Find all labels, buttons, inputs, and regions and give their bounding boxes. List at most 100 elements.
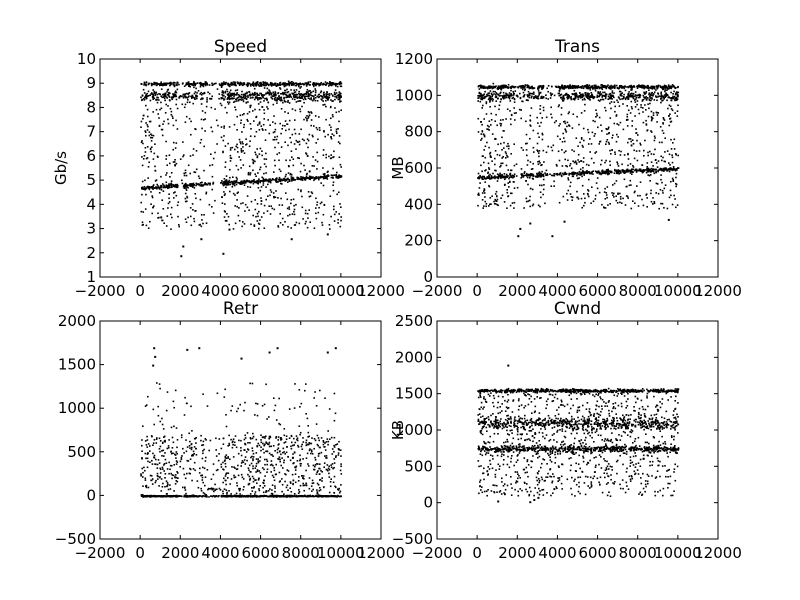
speed-point (287, 165, 290, 167)
trans-point (675, 91, 678, 94)
trans-point (541, 88, 543, 90)
speed-point (238, 182, 241, 184)
speed-point (279, 180, 281, 182)
trans-point (603, 86, 606, 89)
trans-point (520, 147, 523, 149)
trans-point (601, 172, 604, 174)
trans-point (598, 95, 601, 98)
trans-point (485, 203, 488, 205)
speed-point (221, 202, 224, 204)
trans-point (630, 144, 633, 146)
speed-point (270, 93, 273, 96)
trans-point (555, 163, 558, 166)
trans-point (482, 87, 485, 89)
trans-point (663, 187, 666, 190)
retr-point (305, 439, 308, 442)
trans-point (602, 91, 604, 94)
trans-point (528, 92, 531, 95)
trans-point (529, 195, 531, 198)
trans-point (566, 199, 569, 201)
speed-point (209, 98, 212, 100)
trans-point (614, 151, 616, 153)
trans-point (494, 175, 496, 177)
trans-point (511, 85, 513, 88)
trans-point (657, 95, 660, 98)
trans-point (675, 206, 677, 209)
speed-point (189, 85, 191, 88)
trans-point (653, 99, 656, 101)
trans-point (580, 94, 582, 96)
speed-point (304, 98, 307, 101)
trans-point (571, 149, 573, 151)
speed-point (328, 96, 330, 99)
speed-point (189, 101, 191, 104)
trans-point (509, 174, 512, 176)
speed-point (283, 178, 285, 180)
speed-point (268, 178, 270, 181)
trans-point (482, 207, 484, 209)
trans-point (496, 173, 499, 175)
speed-point (192, 154, 194, 156)
speed-point (255, 153, 257, 156)
speed-point (263, 227, 266, 229)
trans-point (530, 92, 532, 95)
speed-point (200, 98, 202, 101)
speed-point (264, 84, 266, 87)
speed-point (289, 172, 292, 175)
trans-point (508, 92, 511, 94)
speed-point (219, 102, 222, 105)
trans-point (568, 172, 570, 175)
speed-point (228, 97, 230, 99)
trans-point (624, 98, 627, 101)
speed-point (189, 183, 191, 185)
speed-point (228, 101, 231, 104)
trans-point (550, 106, 552, 109)
trans-point (610, 101, 613, 103)
trans-point (661, 94, 663, 97)
speed-point (198, 224, 201, 226)
trans-point (666, 207, 669, 210)
speed-point (228, 91, 231, 94)
speed-point (269, 93, 271, 95)
trans-point (592, 200, 595, 203)
trans-point (571, 84, 574, 87)
trans-point (647, 154, 649, 157)
trans-point (525, 197, 528, 200)
speed-point (257, 124, 259, 126)
trans-point (567, 189, 570, 192)
trans-point (668, 162, 670, 164)
speed-point (189, 172, 191, 175)
speed-point (294, 132, 297, 135)
speed-point (309, 170, 311, 173)
trans-point (551, 93, 554, 95)
speed-point (290, 178, 293, 180)
speed-point (155, 186, 157, 188)
trans-point (620, 172, 622, 174)
trans-point (506, 86, 509, 88)
speed-point (260, 216, 263, 218)
speed-point (195, 87, 197, 90)
trans-point (626, 113, 629, 116)
speed-point (229, 83, 232, 85)
trans-point (540, 196, 542, 199)
speed-point (293, 89, 295, 91)
speed-point (257, 98, 259, 100)
trans-point (513, 187, 516, 189)
speed-point (236, 146, 239, 149)
speed-point (249, 140, 251, 142)
speed-point (193, 86, 195, 89)
speed-point (194, 84, 196, 87)
speed-point (210, 106, 213, 109)
speed-point (299, 110, 302, 113)
speed-point (208, 84, 211, 86)
trans-point (592, 173, 594, 175)
speed-point (266, 106, 268, 108)
trans-point (667, 168, 670, 171)
speed-point (309, 175, 311, 178)
trans-point (604, 172, 607, 174)
trans-point (545, 174, 547, 176)
speed-point (173, 192, 175, 194)
speed-point (241, 141, 244, 143)
speed-point (312, 90, 315, 93)
trans-point (490, 85, 493, 88)
